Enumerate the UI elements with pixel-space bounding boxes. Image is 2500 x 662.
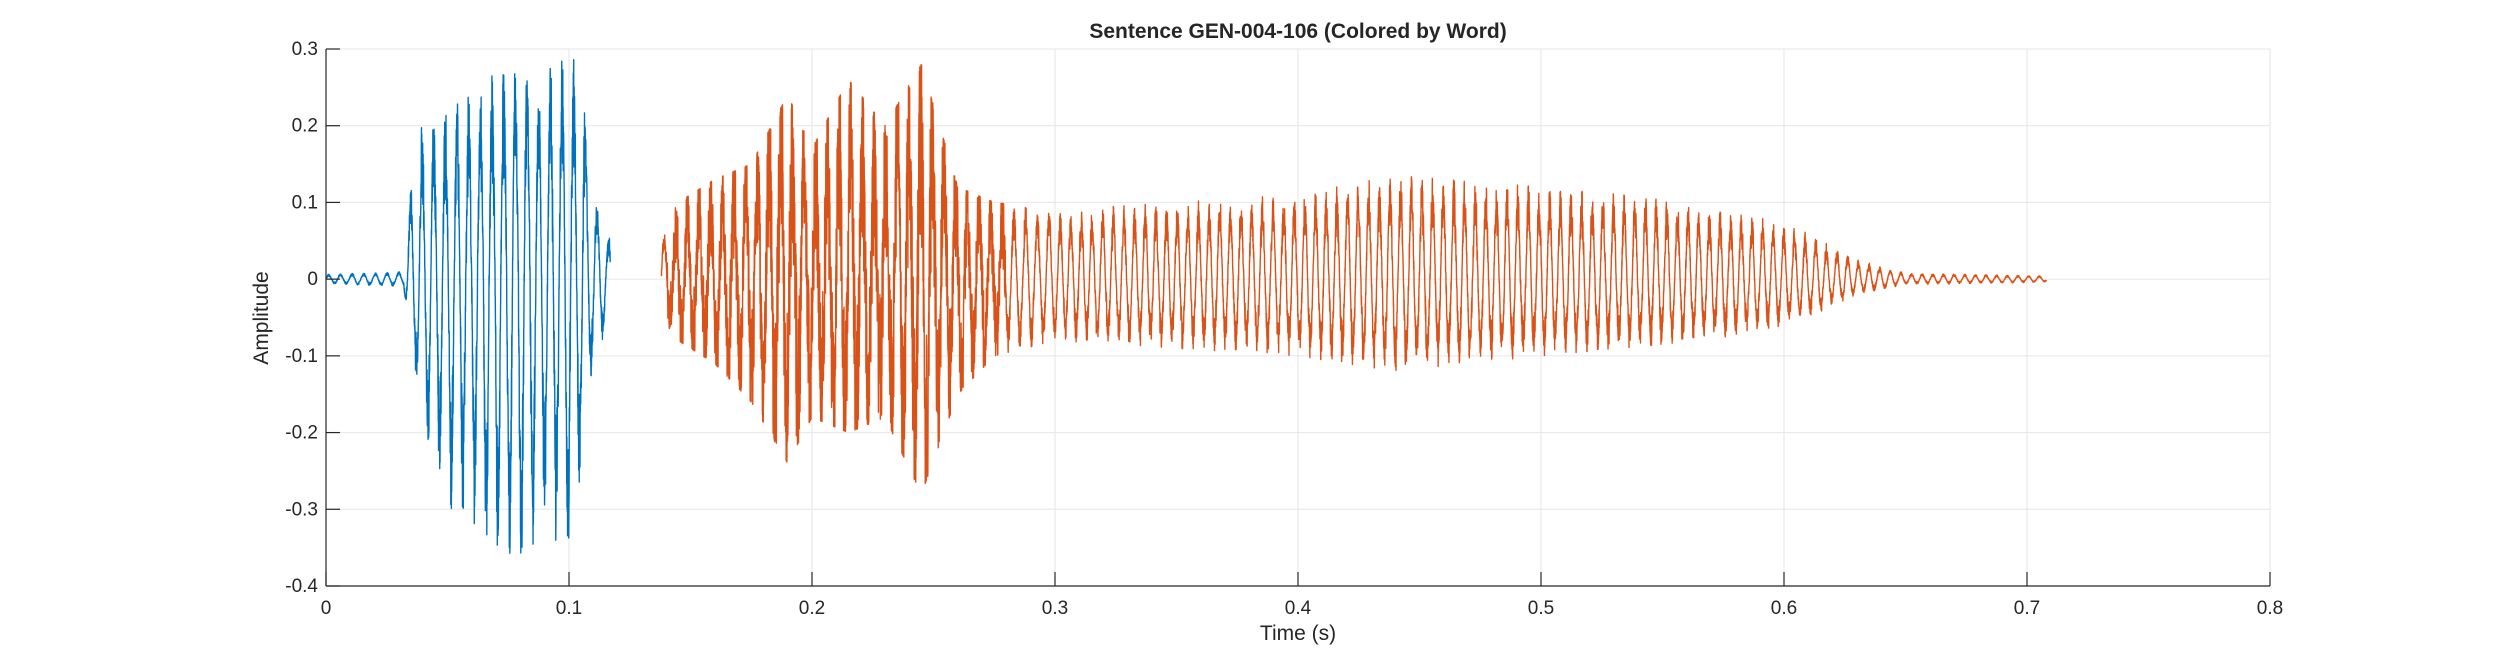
y-tick-label: -0.1	[285, 346, 318, 367]
x-tick-label: 0.7	[2014, 598, 2040, 619]
x-tick-label: 0.4	[1285, 598, 1312, 619]
axes	[325, 48, 2271, 587]
y-tick-label: -0.4	[285, 576, 318, 597]
y-tick-label: -0.2	[285, 423, 318, 444]
y-tick-label: -0.3	[285, 499, 318, 520]
y-tick-label: 0.1	[292, 192, 318, 213]
waveform-series-1	[325, 58, 611, 554]
x-axis-label: Time (s)	[1260, 622, 1336, 645]
x-tick-label: 0.3	[1042, 598, 1068, 619]
y-tick-label: 0.2	[292, 116, 318, 137]
x-tick-label: 0.6	[1771, 598, 1797, 619]
tick-labels: 0 0.1 0.2 0.3 0.4 0.5 0.6 0.7 0.8 -0.4 -0.3 -0.2 -0.…	[285, 39, 2283, 619]
x-tick-label: 0.1	[556, 598, 582, 619]
waveform-series-2	[660, 63, 2048, 485]
y-tick-label: 0	[307, 269, 318, 290]
y-axis-label: Amplitude	[250, 271, 273, 364]
grid	[325, 48, 2271, 587]
x-tick-label: 0.8	[2257, 598, 2283, 619]
x-tick-label: 0.5	[1528, 598, 1554, 619]
y-tick-label: 0.3	[292, 39, 318, 60]
chart-title: Sentence GEN-004-106 (Colored by Word)	[1089, 20, 1506, 43]
x-tick-label: 0.2	[799, 598, 825, 619]
x-tick-label: 0	[321, 598, 332, 619]
series-layer	[325, 58, 2048, 554]
